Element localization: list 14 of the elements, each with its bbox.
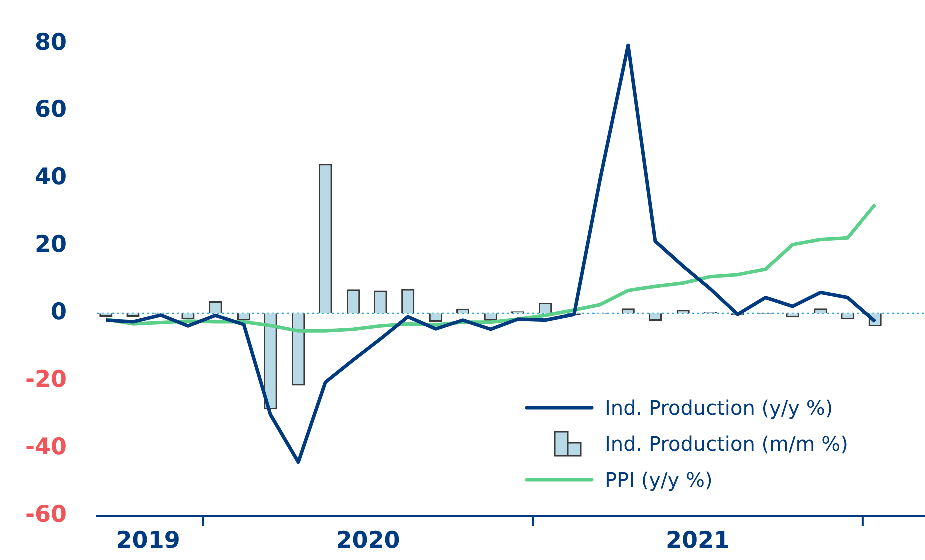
legend-label: PPI (y/y %) [605,468,713,492]
y-tick-label: -40 [25,434,67,461]
legend-label: Ind. Production (y/y %) [605,396,834,420]
y-tick-label: 60 [34,97,67,124]
x-tick-label: 2020 [336,528,400,554]
y-tick-label: -60 [25,502,67,528]
legend-label: Ind. Production (m/m %) [605,432,848,456]
y-tick-label: 0 [50,300,67,326]
y-tick-label: 20 [34,232,67,258]
x-tick-label: 2019 [116,528,180,554]
y-tick-label: -20 [25,367,67,394]
y-tick-label: 80 [34,30,67,56]
x-tick-label: 2021 [666,528,730,554]
y-tick-label: 40 [34,164,67,191]
